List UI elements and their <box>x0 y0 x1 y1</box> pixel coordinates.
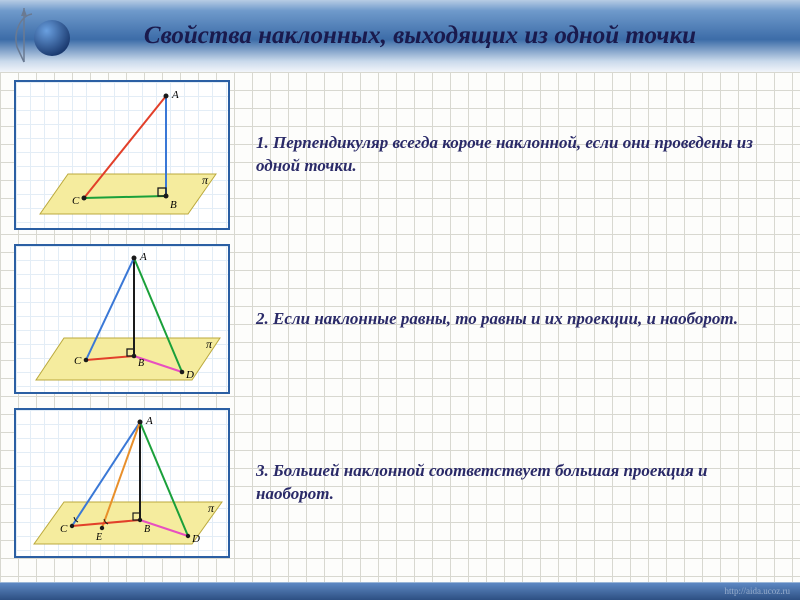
diagram-2: A B C D π <box>14 244 230 394</box>
header: Свойства наклонных, выходящих из одной т… <box>0 0 800 72</box>
property-text-3: 3. Большей наклонной соответствует больш… <box>256 460 756 506</box>
label-C: C <box>60 523 68 535</box>
label-B: B <box>138 358 144 369</box>
label-C: C <box>74 355 82 367</box>
content-area: A B C π 1. Перпендикуляр всегда короче н… <box>0 72 800 558</box>
label-A: A <box>145 415 153 427</box>
corner-geometry-icon <box>4 2 76 66</box>
label-D: D <box>191 533 200 545</box>
diagram-1: A B C π <box>14 80 230 230</box>
property-row-2: A B C D π 2. Если наклонные равны, то ра… <box>14 244 786 394</box>
label-pi: π <box>202 173 209 187</box>
page-title: Свойства наклонных, выходящих из одной т… <box>44 22 756 51</box>
diagram-3: A B C E D π <box>14 408 230 558</box>
label-B: B <box>144 524 150 535</box>
label-A: A <box>139 251 147 263</box>
label-pi: π <box>208 501 215 515</box>
property-text-2: 2. Если наклонные равны, то равны и их п… <box>256 308 738 331</box>
label-C: C <box>72 195 80 207</box>
property-row-1: A B C π 1. Перпендикуляр всегда короче н… <box>14 80 786 230</box>
label-D: D <box>185 369 194 381</box>
label-E: E <box>95 532 102 543</box>
property-row-3: A B C E D π 3. Большей наклонной соответ… <box>14 408 786 558</box>
property-text-1: 1. Перпендикуляр всегда короче наклонной… <box>256 132 756 178</box>
footer-url: http://aida.ucoz.ru <box>725 586 790 596</box>
label-pi: π <box>206 337 213 351</box>
label-A: A <box>171 89 179 101</box>
label-B: B <box>170 199 177 211</box>
footer-bar: http://aida.ucoz.ru <box>0 582 800 600</box>
